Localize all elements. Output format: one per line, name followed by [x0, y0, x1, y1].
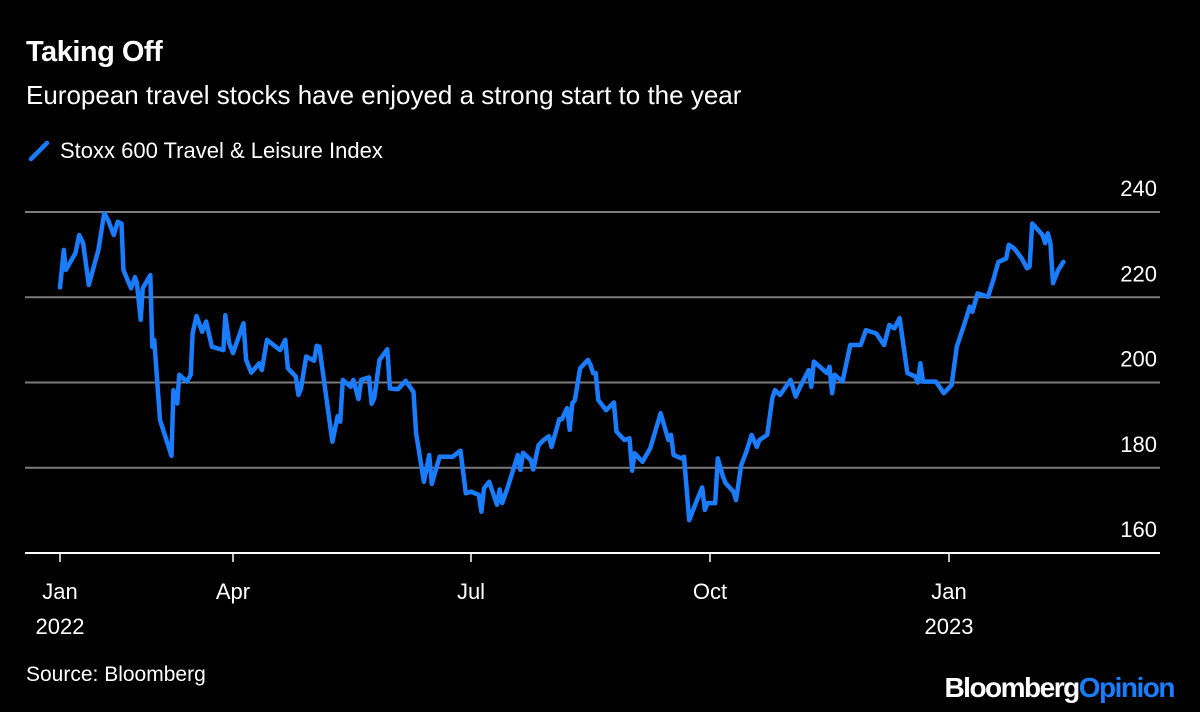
logo-brand: Bloomberg — [944, 672, 1080, 703]
source-note: Source: Bloomberg — [26, 663, 206, 686]
x-tick-label: Oct — [693, 579, 727, 604]
x-tick-label: Jan — [42, 579, 77, 604]
series-line — [57, 211, 1066, 523]
logo-suffix: Opinion — [1078, 672, 1176, 703]
y-tick-label: 200 — [1120, 347, 1157, 372]
y-tick-label: 160 — [1120, 517, 1157, 542]
y-tick-label: 180 — [1120, 432, 1157, 457]
x-tick-year-label: 2022 — [36, 614, 85, 639]
legend: Stoxx 600 Travel & Leisure Index — [28, 138, 383, 164]
chart-title: Taking Off — [26, 36, 163, 68]
bloomberg-opinion-logo: BloombergOpinion — [944, 672, 1176, 704]
x-tick-label: Jul — [457, 579, 485, 604]
y-tick-label: 240 — [1120, 176, 1157, 201]
legend-swatch-icon — [28, 140, 50, 162]
x-tick-year-label: 2023 — [925, 614, 974, 639]
legend-label: Stoxx 600 Travel & Leisure Index — [60, 138, 383, 163]
x-tick-label: Apr — [216, 579, 250, 604]
x-tick-label: Jan — [931, 579, 966, 604]
y-tick-label: 220 — [1120, 261, 1157, 286]
chart-subtitle: European travel stocks have enjoyed a st… — [26, 80, 742, 110]
